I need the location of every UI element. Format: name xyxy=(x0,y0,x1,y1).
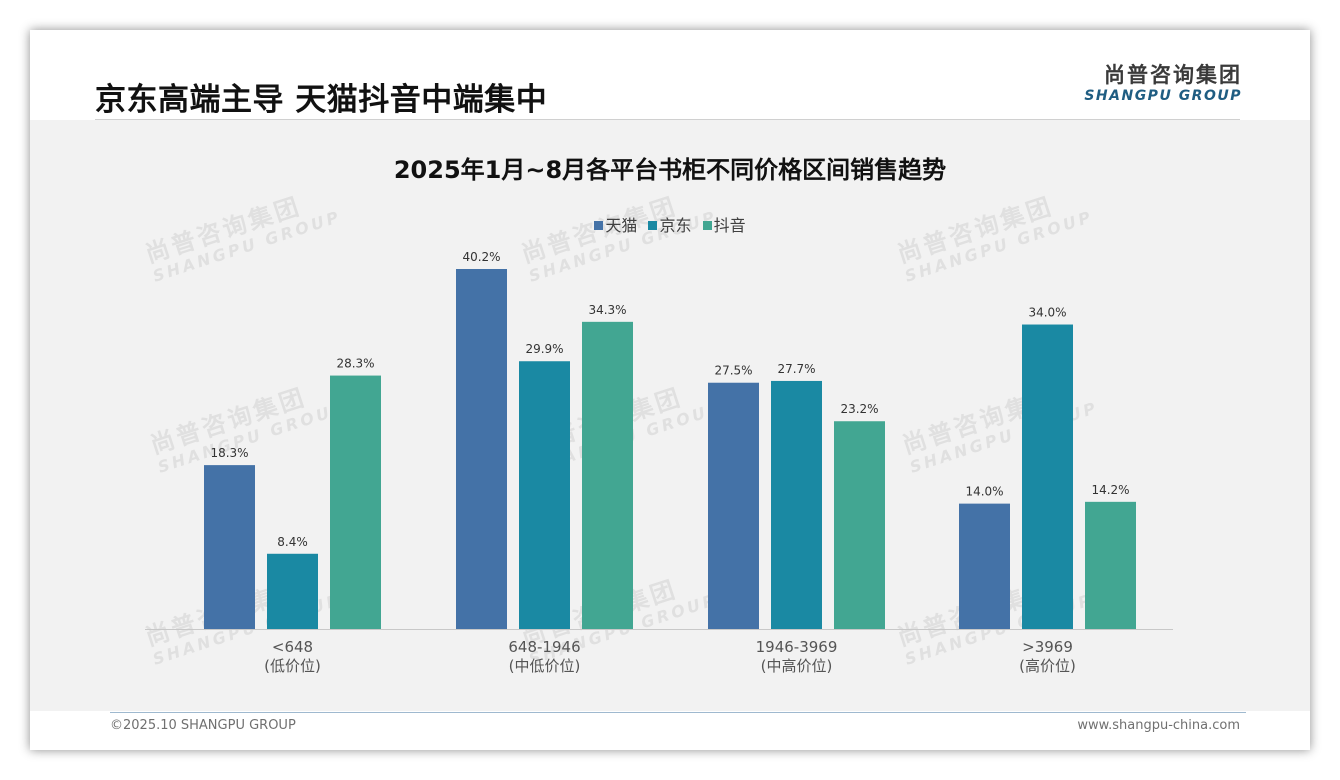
header-band xyxy=(30,30,1310,120)
footer-band xyxy=(30,711,1310,750)
bar xyxy=(582,321,633,629)
title-divider xyxy=(95,119,1240,120)
footer-website: www.shangpu-china.com xyxy=(1077,718,1240,733)
bar-value-label: 40.2% xyxy=(462,250,500,264)
bar xyxy=(330,375,381,629)
legend-swatch xyxy=(648,221,658,230)
legend-swatch xyxy=(702,221,712,230)
bar xyxy=(959,503,1010,629)
category-sublabel: (低价位) xyxy=(264,657,321,675)
bar xyxy=(204,465,255,629)
company-logo: 尚普咨询集团 SHANGPU GROUP xyxy=(1082,62,1242,104)
category-label: 1946-3969 xyxy=(756,638,838,656)
legend-swatch xyxy=(594,221,604,230)
legend-item-jd: 京东 xyxy=(648,212,692,236)
bar xyxy=(267,553,318,629)
bar-value-label: 34.3% xyxy=(588,303,626,317)
category-sublabel: (中高价位) xyxy=(761,657,833,675)
legend-label: 抖音 xyxy=(713,216,746,235)
bar-value-label: 34.0% xyxy=(1028,306,1066,320)
bar-value-label: 14.0% xyxy=(965,485,1003,499)
bar-value-label: 27.5% xyxy=(714,364,752,378)
bar xyxy=(519,361,570,629)
category-sublabel: (高价位) xyxy=(1019,657,1076,675)
bar-value-label: 29.9% xyxy=(525,342,563,356)
legend-label: 京东 xyxy=(659,216,692,235)
legend-item-douyin: 抖音 xyxy=(702,212,746,236)
bar-chart: 18.3% 8.4% 28.3% <648(低价位) 40.2% 29.9% 34.3% 64… xyxy=(145,250,1173,675)
bar-value-label: 14.2% xyxy=(1091,483,1129,497)
bar-value-label: 8.4% xyxy=(277,535,308,549)
category-label: <648 xyxy=(272,638,313,656)
chart-legend: 天猫 京东 抖音 xyxy=(30,212,1310,236)
bar xyxy=(1085,501,1136,629)
bar xyxy=(456,269,507,629)
footer-copyright: ©2025.10 SHANGPU GROUP xyxy=(110,718,296,733)
category-sublabel: (中低价位) xyxy=(509,657,581,675)
category-label: 648-1946 xyxy=(508,638,580,656)
footer-divider xyxy=(110,712,1246,713)
legend-item-tmall: 天猫 xyxy=(594,212,637,236)
bar-value-label: 18.3% xyxy=(210,446,248,460)
bar xyxy=(708,382,759,629)
category-label: >3969 xyxy=(1022,638,1073,656)
page-title: 京东高端主导 天猫抖音中端集中 xyxy=(95,82,548,118)
slide: 尚普咨询集团 SHANGPU GROUP 尚普咨询集团 SHANGPU GROU… xyxy=(30,30,1310,750)
bar xyxy=(1022,324,1073,629)
logo-cn: 尚普咨询集团 xyxy=(1104,63,1242,87)
bar xyxy=(771,380,822,629)
legend-label: 天猫 xyxy=(605,216,638,235)
logo-en: SHANGPU GROUP xyxy=(1084,88,1242,104)
bar xyxy=(834,421,885,629)
bar-value-label: 28.3% xyxy=(336,357,374,371)
bar-value-label: 23.2% xyxy=(840,402,878,416)
bar-value-label: 27.7% xyxy=(777,362,815,376)
chart-title: 2025年1月~8月各平台书柜不同价格区间销售趋势 xyxy=(393,156,947,184)
